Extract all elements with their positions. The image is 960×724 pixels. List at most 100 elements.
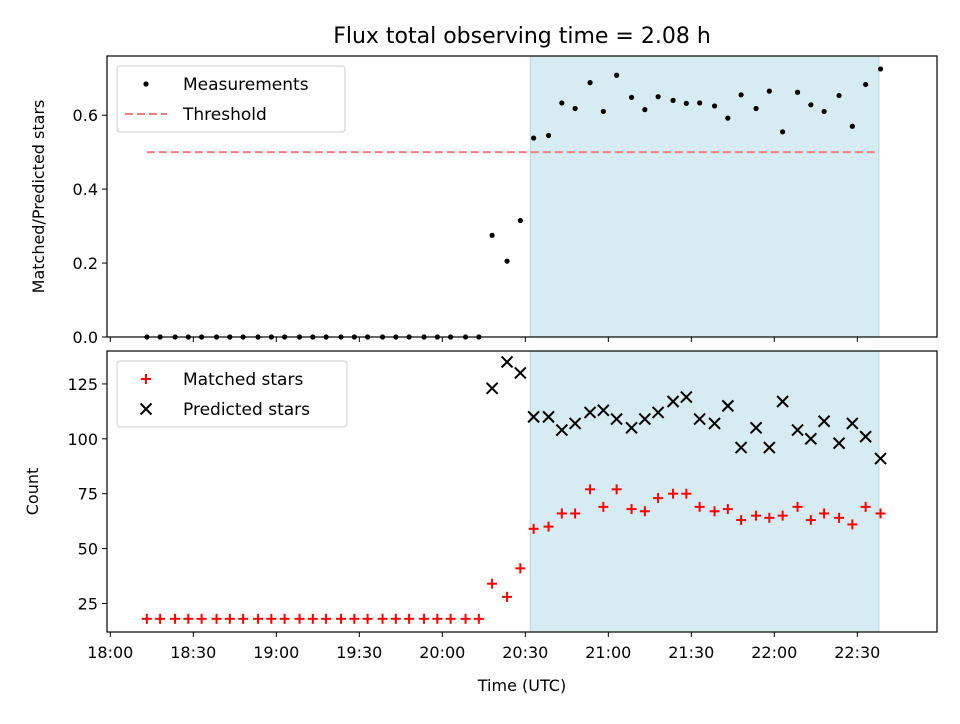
top-legend-label: Measurements [183,75,309,95]
bottom-legend-label: Predicted stars [183,400,310,420]
measurement-point [614,72,620,78]
matched-stars-point [473,613,484,624]
predicted-stars-mark-b [568,417,582,430]
predicted-stars-point [514,366,527,380]
predicted-stars-mark-b [817,415,831,428]
predicted-stars-point [485,382,499,395]
top-legend-box [116,65,346,133]
matched-stars-point [626,504,637,515]
measurement-point [655,94,661,100]
predicted-stars-mark-b [625,421,638,435]
measurement-point [766,88,772,94]
measurement-point [517,217,523,224]
measurement-point [504,258,510,264]
matched-stars-point [792,501,803,512]
predicted-stars-point [791,423,804,437]
matched-stars-point [377,613,388,624]
matched-stars-point [307,613,318,624]
measurement-point [642,107,648,113]
predicted-stars-point [651,406,665,419]
matched-stars-point [751,510,762,521]
xtick-label: 20:30 [502,643,548,662]
predicted-stars-point [749,421,763,435]
measurement-point [572,105,578,112]
bottom-axes-frame [106,350,938,633]
measurement-point [531,135,537,141]
xtick-label: 18:00 [87,643,133,662]
matched-stars-point [238,613,249,624]
top-ytick-label: 0.4 [73,180,98,199]
predicted-stars-mark-b [749,421,763,435]
predicted-stars-point [568,417,582,430]
measurement-point [545,132,552,139]
chart-title: Flux total observing time = 2.08 h [333,24,711,49]
predicted-stars-mark-b [763,441,776,454]
predicted-stars-point [666,395,680,408]
matched-stars-point [487,578,498,589]
predicted-stars-point [817,415,831,428]
bottom-ylabel: Count [23,468,42,516]
top-ytick-label: 0.6 [73,106,98,125]
predicted-stars-point [625,421,638,435]
predicted-stars-mark-b [583,406,597,419]
measurement-point [794,89,801,95]
matched-stars-point [709,506,720,517]
matched-stars-point [639,506,650,517]
matched-stars-point [460,613,471,624]
xtick-label: 21:30 [668,643,714,662]
measurement-point [863,81,869,88]
top-shaded-region [529,55,880,338]
matched-stars-point [390,613,401,624]
bottom-ytick-label: 25 [78,594,98,613]
measurement-point [725,115,731,121]
matched-stars-point [432,613,443,624]
matched-stars-point [681,488,692,499]
measurement-point [849,123,855,129]
matched-stars-point [819,508,830,519]
legend-measurement-marker [143,81,149,87]
bottom-legend: Matched stars Predicted stars [116,360,348,428]
predicted-stars-point [542,410,555,424]
measurement-point [683,100,689,106]
predicted-stars-mark-b [500,355,514,369]
measurement-point [780,129,786,135]
predicted-stars-point [804,432,818,446]
predicted-stars-mark-b [832,436,846,450]
measurement-point [877,66,884,72]
predicted-stars-mark-b [680,390,693,404]
bottom-legend-label: Matched stars [183,370,303,390]
xtick-label: 20:00 [419,643,465,662]
matched-stars-point [183,613,194,624]
matched-stars-point [611,484,622,495]
predicted-stars-point [500,355,514,369]
predicted-stars-point [721,399,735,413]
matched-stars-point [141,613,152,624]
matched-stars-point [847,519,858,530]
top-legend-label: Threshold [182,105,267,125]
predicted-stars-mark-b [527,410,540,424]
bottom-ytick-label: 75 [78,485,98,504]
matched-stars-point [543,521,554,532]
predicted-stars-point [874,452,887,465]
legend-predicted-marker-b [139,402,153,416]
xtick-label: 18:30 [170,643,216,662]
matched-stars-point [722,504,733,515]
predicted-stars-point [832,436,846,450]
predicted-stars-point [693,412,706,426]
measurement-point [600,108,606,115]
predicted-stars-point [734,441,748,454]
xtick-label: 21:00 [585,643,631,662]
measurement-point [711,103,718,109]
xlabel: Time (UTC) [477,676,566,695]
matched-stars-point [736,515,747,526]
matched-stars-point [668,488,679,499]
matched-stars-point [445,613,456,624]
predicted-stars-mark-b [804,432,818,446]
matched-stars-point [805,515,816,526]
matched-stars-point [155,613,166,624]
measurement-point [559,100,565,106]
predicted-stars-mark-b [776,395,789,408]
matched-stars-point [875,508,886,519]
xtick-label: 22:00 [751,643,797,662]
